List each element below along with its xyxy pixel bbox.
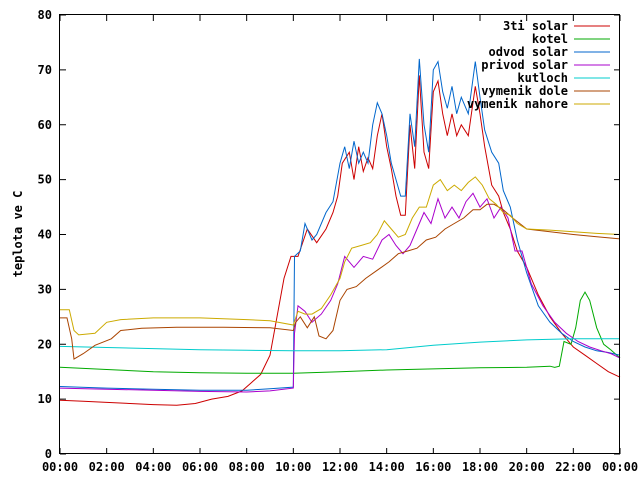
legend-label-3: privod solar — [481, 58, 568, 72]
x-axis: 00:00 02:00 04:00 06:00 08:00 10:00 12:00 14:00… — [42, 15, 638, 474]
y-axis: 0 10 20 30 40 50 60 70 80 — [38, 8, 620, 461]
y-tick-label: 50 — [38, 173, 52, 187]
x-tick-label: 06:00 — [182, 460, 218, 474]
x-tick-label: 14:00 — [369, 460, 405, 474]
series-line-1 — [59, 291, 621, 374]
x-tick-label: 16:00 — [415, 460, 451, 474]
legend-label-1: kotel — [532, 32, 568, 46]
x-tick-label: 02:00 — [89, 460, 125, 474]
y-tick-label: 0 — [45, 447, 52, 461]
legend-label-5: vymenik dole — [481, 84, 568, 98]
series-line-0 — [59, 75, 621, 406]
x-tick-label: 00:00 — [42, 460, 78, 474]
legend-label-4: kutloch — [517, 71, 568, 85]
y-tick-label: 70 — [38, 63, 52, 77]
series-line-6 — [60, 176, 621, 336]
x-tick-label: 20:00 — [509, 460, 545, 474]
y-axis-label: teplota ve C — [11, 191, 25, 278]
y-tick-label: 60 — [38, 118, 52, 132]
legend-label-0: 3ti solar — [503, 19, 568, 33]
x-tick-label: 18:00 — [462, 460, 498, 474]
x-tick-label: 00:00 — [602, 460, 638, 474]
series-line-5 — [60, 203, 621, 360]
y-tick-label: 80 — [38, 8, 52, 22]
x-tick-label: 08:00 — [229, 460, 265, 474]
series-layer — [59, 58, 621, 406]
x-tick-label: 10:00 — [275, 460, 311, 474]
legend-label-6: vymenik nahore — [467, 97, 568, 111]
y-tick-label: 20 — [38, 337, 52, 351]
series-line-3 — [59, 192, 621, 393]
y-tick-label: 30 — [38, 282, 52, 296]
series-line-4 — [59, 338, 620, 352]
x-tick-label: 04:00 — [135, 460, 171, 474]
y-tick-label: 40 — [38, 228, 52, 242]
y-tick-label: 10 — [38, 392, 52, 406]
legend-label-2: odvod solar — [489, 45, 568, 59]
x-tick-label: 12:00 — [322, 460, 358, 474]
x-tick-label: 22:00 — [555, 460, 591, 474]
